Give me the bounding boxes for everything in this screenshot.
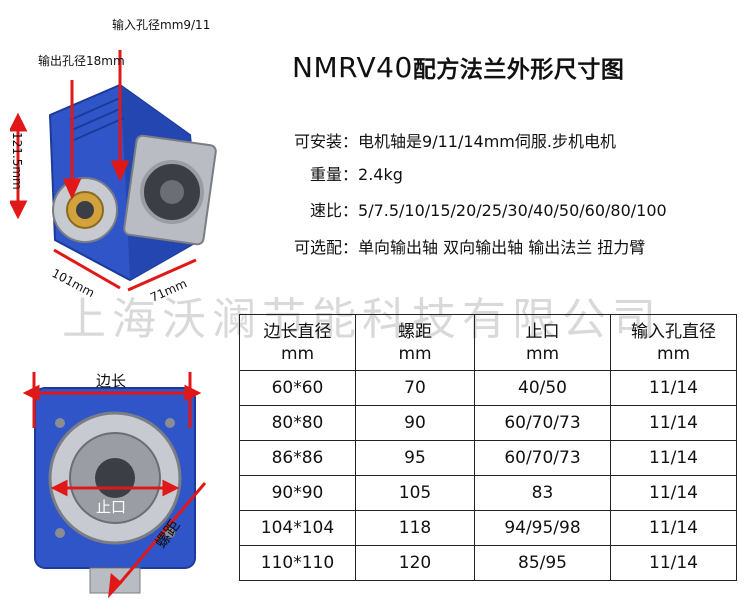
table-header-row: 边长直径 mm 螺距 mm 止口 mm 输入孔直径 mm	[239, 314, 737, 371]
table-row: 60*60 70 40/50 11/14	[239, 370, 737, 406]
column-header: 止口 mm	[474, 314, 611, 371]
table-cell: 90*90	[239, 475, 356, 511]
table-row: 80*80 90 60/70/73 11/14	[239, 405, 737, 441]
column-header: 螺距 mm	[355, 314, 475, 371]
title-model: NMRV40	[292, 51, 413, 84]
table-cell: 110*110	[239, 545, 356, 581]
table-cell: 11/14	[610, 370, 737, 406]
table-cell: 11/14	[610, 475, 737, 511]
table-cell: 60/70/73	[474, 440, 611, 476]
column-header: 边长直径 mm	[239, 314, 356, 371]
column-header: 输入孔直径 mm	[610, 314, 737, 371]
flange-dimension-table: 边长直径 mm 螺距 mm 止口 mm 输入孔直径 mm 60*60 70 40/50 …	[239, 314, 737, 581]
table-cell: 11/14	[610, 545, 737, 581]
label-spigot: 止口	[96, 498, 127, 516]
label-input-bore: 输入孔径mm9/11	[112, 18, 211, 32]
table-cell: 120	[355, 545, 475, 581]
table-cell: 94/95/98	[474, 510, 611, 546]
gearbox-side-view-image	[10, 50, 217, 292]
page-title: NMRV40配方法兰外形尺寸图	[292, 50, 624, 84]
table-cell: 105	[355, 475, 475, 511]
table-row: 90*90 105 83 11/14	[239, 475, 737, 511]
table-cell: 104*104	[239, 510, 356, 546]
table-cell: 11/14	[610, 440, 737, 476]
table-cell: 80*80	[239, 405, 356, 441]
spec-install: 可安装：电机轴是9/11/14mm伺服.步机电机	[293, 132, 616, 151]
table-cell: 40/50	[474, 370, 611, 406]
spec-options: 可选配：单向输出轴 双向输出轴 输出法兰 扭力臂	[293, 238, 646, 257]
table-cell: 60*60	[239, 370, 356, 406]
label-height: 121.5mm	[10, 132, 24, 190]
table-row: 110*110 120 85/95 11/14	[239, 545, 737, 581]
label-side-length: 边长	[96, 372, 127, 390]
title-suffix: 配方法兰外形尺寸图	[412, 57, 625, 83]
table-cell: 86*86	[239, 440, 356, 476]
gearbox-front-view-image	[22, 372, 207, 599]
table-cell: 70	[355, 370, 475, 406]
table-row: 104*104 118 94/95/98 11/14	[239, 510, 737, 546]
table-cell: 11/14	[610, 510, 737, 546]
table-cell: 60/70/73	[474, 405, 611, 441]
table-cell: 11/14	[610, 405, 737, 441]
label-output-bore: 输出孔径18mm	[38, 54, 125, 68]
table-row: 86*86 95 60/70/73 11/14	[239, 440, 737, 476]
table-cell: 90	[355, 405, 475, 441]
table-cell: 83	[474, 475, 611, 511]
table-cell: 118	[355, 510, 475, 546]
spec-ratio: 速比：5/7.5/10/15/20/25/30/40/50/60/80/100	[309, 201, 667, 220]
spec-weight: 重量：2.4kg	[309, 165, 403, 184]
table-cell: 95	[355, 440, 475, 476]
table-cell: 85/95	[474, 545, 611, 581]
